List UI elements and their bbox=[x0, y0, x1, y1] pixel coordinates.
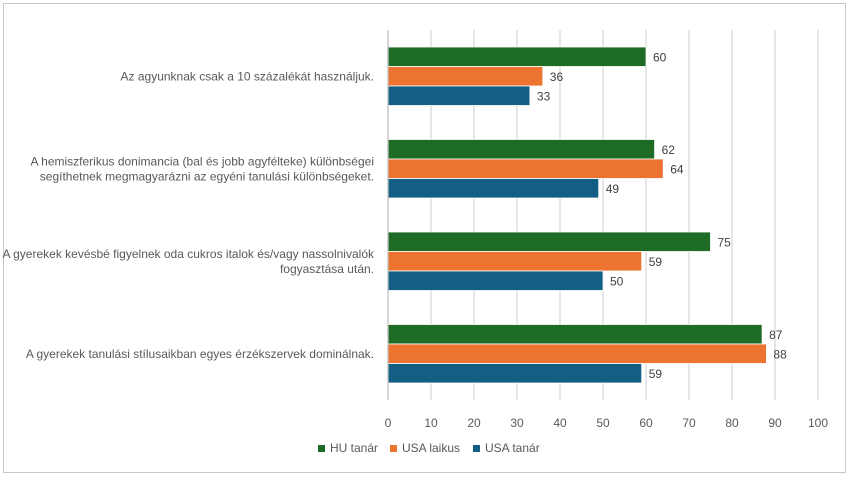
data-label: 50 bbox=[610, 274, 624, 288]
category-label: fogyasztása után. bbox=[280, 262, 374, 276]
category-label: Az agyunknak csak a 10 százalékát haszná… bbox=[121, 69, 374, 83]
category-label: A gyerekek kevésbé figyelnek oda cukros … bbox=[2, 247, 375, 261]
data-label: 88 bbox=[773, 347, 787, 361]
category-label: segíthetnek megmagyarázni az egyéni tanu… bbox=[40, 169, 374, 183]
bar bbox=[387, 178, 600, 199]
legend-label: USA tanár bbox=[485, 441, 540, 455]
bar bbox=[387, 46, 647, 67]
x-tick-label: 60 bbox=[639, 416, 653, 430]
bar bbox=[387, 139, 656, 160]
legend-swatch bbox=[318, 445, 325, 452]
data-label: 64 bbox=[670, 162, 684, 176]
bars: 60 36 33 62 64 49 75 59 50 87 88 59 bbox=[387, 46, 787, 384]
bar bbox=[387, 158, 664, 179]
x-tick-label: 50 bbox=[596, 416, 610, 430]
x-tick-label: 0 bbox=[385, 416, 392, 430]
legend-swatch bbox=[390, 445, 397, 452]
bar bbox=[387, 343, 767, 364]
data-label: 75 bbox=[718, 235, 732, 249]
data-label: 36 bbox=[550, 70, 564, 84]
x-tick-label: 10 bbox=[424, 416, 438, 430]
x-tick-label: 80 bbox=[725, 416, 739, 430]
bar bbox=[387, 231, 711, 252]
legend-swatch bbox=[473, 445, 480, 452]
category-label: A gyerekek tanulási stílusaikban egyes é… bbox=[26, 347, 374, 361]
legend: HU tanár USA laikus USA tanár bbox=[318, 441, 540, 455]
x-tick-label: 90 bbox=[768, 416, 782, 430]
bar bbox=[387, 270, 604, 291]
category-labels: Az agyunknak csak a 10 százalékát haszná… bbox=[2, 69, 375, 361]
bar bbox=[387, 66, 544, 87]
data-label: 60 bbox=[653, 50, 667, 64]
bar bbox=[387, 85, 531, 106]
x-tick-label: 40 bbox=[553, 416, 567, 430]
x-tick-label: 20 bbox=[467, 416, 481, 430]
legend-label: HU tanár bbox=[330, 441, 378, 455]
data-label: 49 bbox=[606, 182, 620, 196]
data-label: 62 bbox=[662, 143, 676, 157]
bar bbox=[387, 251, 643, 272]
x-tick-label: 100 bbox=[808, 416, 828, 430]
data-label: 33 bbox=[537, 89, 551, 103]
axes: 0 10 20 30 40 50 60 70 80 90 100 bbox=[385, 30, 828, 430]
bar bbox=[387, 363, 643, 384]
data-label: 87 bbox=[769, 328, 783, 342]
x-tick-label: 30 bbox=[510, 416, 524, 430]
x-tick-label: 70 bbox=[682, 416, 696, 430]
bar bbox=[387, 324, 763, 345]
category-label: A hemiszferikus donimancia (bal és jobb … bbox=[30, 154, 374, 168]
legend-label: USA laikus bbox=[402, 441, 460, 455]
data-label: 59 bbox=[649, 255, 663, 269]
data-label: 59 bbox=[649, 367, 663, 381]
